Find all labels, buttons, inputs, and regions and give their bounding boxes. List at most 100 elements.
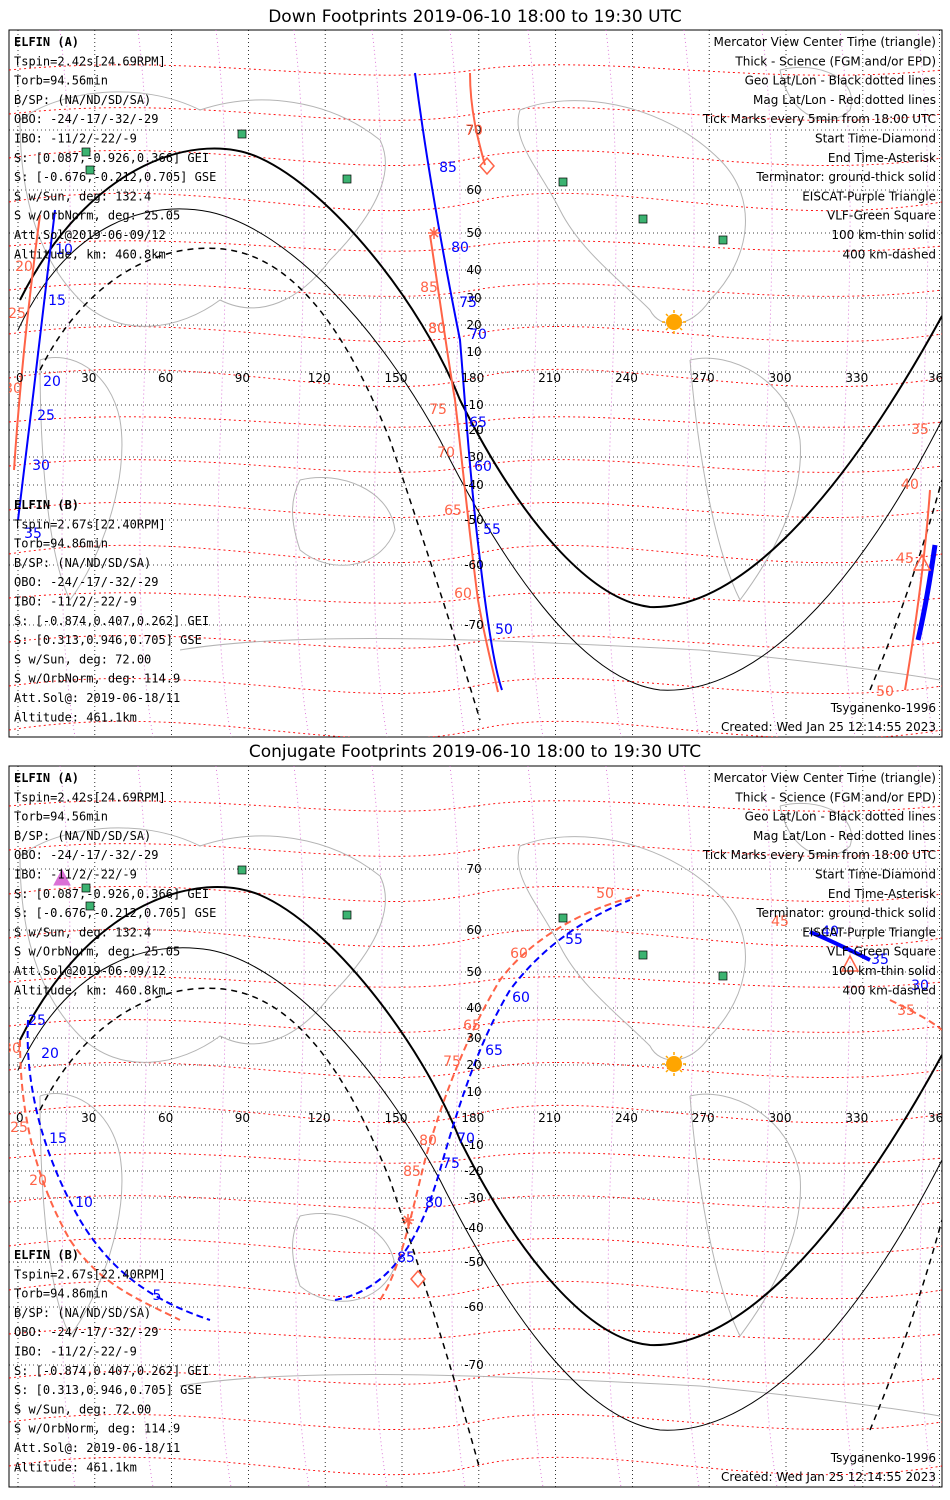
created-timestamp: Created: Wed Jan 25 12:14:55 2023 <box>721 1470 936 1484</box>
legend-entry: Mercator View Center Time (triangle) <box>714 35 936 49</box>
vlf-station-icon <box>237 865 247 875</box>
elfin-a-tick-label: 80 <box>425 1195 443 1211</box>
vlf-station-icon <box>638 950 648 960</box>
model-label: Tsyganenko-1996 <box>830 1451 936 1465</box>
lon-tick-label: 360 <box>928 1111 950 1125</box>
map-frame <box>8 29 943 738</box>
legend-entry: Terminator: ground-thick solid <box>755 170 936 184</box>
elfin-a-info-line: Torb=94.56min <box>14 810 108 824</box>
elfin-a-info-line: IBO: -11/2/-22/-9 <box>14 132 137 146</box>
elfin-a-header: ELFIN (A) <box>14 771 79 785</box>
mag-grid <box>9 30 942 737</box>
elfin-b-tick-label: 75 <box>443 1054 461 1070</box>
elfin-a-info-line: Att.Sol@2019-06-09/12 <box>14 228 166 242</box>
legend-entry: 400 km-dashed <box>842 983 936 997</box>
lon-tick-label: 30 <box>81 371 96 385</box>
vlf-station-icon <box>558 913 568 923</box>
elfin-a-info-line: S: [0.087,-0.926,0.366] GEI <box>14 151 209 165</box>
coastlines <box>19 802 941 1417</box>
lat-tick-label: -30 <box>464 1191 484 1205</box>
lat-tick-label: -60 <box>464 558 484 572</box>
legend-entry: Start Time-Diamond <box>815 132 936 146</box>
lat-tick-label: 10 <box>466 1085 481 1099</box>
elfin-a-info-line: Altitude, km: 460.8km <box>14 983 166 997</box>
view-center-triangle-icon <box>53 868 71 886</box>
lat-tick-label: -10 <box>464 1138 484 1152</box>
lon-tick-label: 330 <box>845 1111 868 1125</box>
elfin-a-info-line: Tspin=2.42s[24.69RPM] <box>14 54 166 68</box>
elfin-a-info-line: S w/Sun, deg: 132.4 <box>14 925 151 939</box>
elfin-b-info-line: S w/OrbNorm, deg: 114.9 <box>14 672 180 686</box>
elfin-b-track <box>19 1039 181 1321</box>
elfin-b-tick-label: 65 <box>463 1018 481 1034</box>
legend-entry: Terminator: ground-thick solid <box>755 906 936 920</box>
end-asterisk-icon <box>402 1214 414 1226</box>
lat-tick-label: -40 <box>464 478 484 492</box>
lat-tick-label: 50 <box>466 965 481 979</box>
vlf-station-icon <box>558 177 568 187</box>
elfin-b-tick-label: 65 <box>444 503 462 519</box>
legend-entry: 100 km-thin solid <box>831 228 936 242</box>
elfin-b-info-line: OBO: -24/-17/-32/-29 <box>14 1325 159 1339</box>
lon-tick-label: 150 <box>385 371 408 385</box>
legend-entry: End Time-Asterisk <box>828 887 936 901</box>
vlf-station-icon <box>638 214 648 224</box>
elfin-b-info-line: IBO: -11/2/-22/-9 <box>14 595 137 609</box>
elfin-a-info-line: S: [-0.676,-0.212,0.705] GSE <box>14 170 216 184</box>
elfin-a-tick-label: 30 <box>32 458 50 474</box>
elfin-b-header: ELFIN (B) <box>14 498 79 512</box>
elfin-b-info-line: S: [0.313,0.946,0.705] GSE <box>14 1383 202 1397</box>
elfin-a-tick-label: 80 <box>451 240 469 256</box>
elfin-b-info-line: B/SP: (NA/ND/SD/SA) <box>14 556 151 570</box>
vlf-station-icon <box>237 129 247 139</box>
terminator-100km <box>17 947 942 1431</box>
elfin-b-tick-label: 80 <box>419 1133 437 1149</box>
elfin-a-info-line: Altitude, km: 460.8km <box>14 247 166 261</box>
lat-tick-label: 60 <box>466 183 481 197</box>
elfin-a-track-west <box>17 209 56 521</box>
lon-tick-label: 180 <box>461 371 484 385</box>
terminator-ground <box>19 886 942 1347</box>
elfin-b-info-line: Torb=94.86min <box>14 1287 108 1301</box>
lon-tick-label: 120 <box>308 371 331 385</box>
elfin-b-track-east <box>904 489 931 691</box>
lat-tick-label: 60 <box>466 923 481 937</box>
elfin-b-tick-label: 35 <box>897 1003 915 1019</box>
elfin-a-tick-label: 30 <box>911 978 929 994</box>
lon-tick-label: 360 <box>928 371 950 385</box>
elfin-b-tick-label: 20 <box>29 1173 47 1189</box>
legend-entry: EISCAT-Purple Triangle <box>802 189 936 203</box>
elfin-b-tick-label: 20 <box>15 259 33 275</box>
start-diamond-icon <box>479 156 495 176</box>
end-asterisk-icon <box>428 227 440 239</box>
elfin-b-header: ELFIN (B) <box>14 1248 79 1262</box>
vlf-station-icon <box>81 883 91 893</box>
elfin-b-info-line: Torb=94.86min <box>14 537 108 551</box>
legend-entry: 400 km-dashed <box>842 247 936 261</box>
elfin-a-tick-label: 75 <box>442 1156 460 1172</box>
legend-entry: Mag Lat/Lon - Red dotted lines <box>753 829 936 843</box>
legend-entry: Mercator View Center Time (triangle) <box>714 771 936 785</box>
panel-title: Down Footprints 2019-06-10 18:00 to 19:3… <box>268 7 682 27</box>
legend-entry: End Time-Asterisk <box>828 151 936 165</box>
elfin-a-tick-label: 70 <box>457 1131 475 1147</box>
elfin-a-info-line: OBO: -24/-17/-32/-29 <box>14 112 159 126</box>
elfin-b-info-line: Att.Sol@: 2019-06-18/11 <box>14 691 180 705</box>
elfin-b-info-line: S w/Sun, deg: 72.00 <box>14 652 151 666</box>
elfin-a-tick-label: 10 <box>55 242 73 258</box>
elfin-b-tick-label: 85 <box>403 1164 421 1180</box>
lat-tick-label: 20 <box>466 318 481 332</box>
elfin-b-tick-label: 25 <box>10 1120 28 1136</box>
lon-tick-label: 60 <box>158 371 173 385</box>
elfin-a-tick-label: 70 <box>469 327 487 343</box>
vlf-stations <box>81 865 728 981</box>
elfin-a-tick-label: 15 <box>49 1131 67 1147</box>
lon-tick-label: 0 <box>16 371 24 385</box>
lon-tick-label: 240 <box>615 371 638 385</box>
map-frame <box>8 765 943 1488</box>
elfin-b-tick-label: 50 <box>876 684 894 700</box>
elfin-b-tick-label: 25 <box>8 306 26 322</box>
elfin-b-info-line: IBO: -11/2/-22/-9 <box>14 1345 137 1359</box>
lon-tick-label: 270 <box>692 371 715 385</box>
lat-tick-label: 10 <box>466 345 481 359</box>
